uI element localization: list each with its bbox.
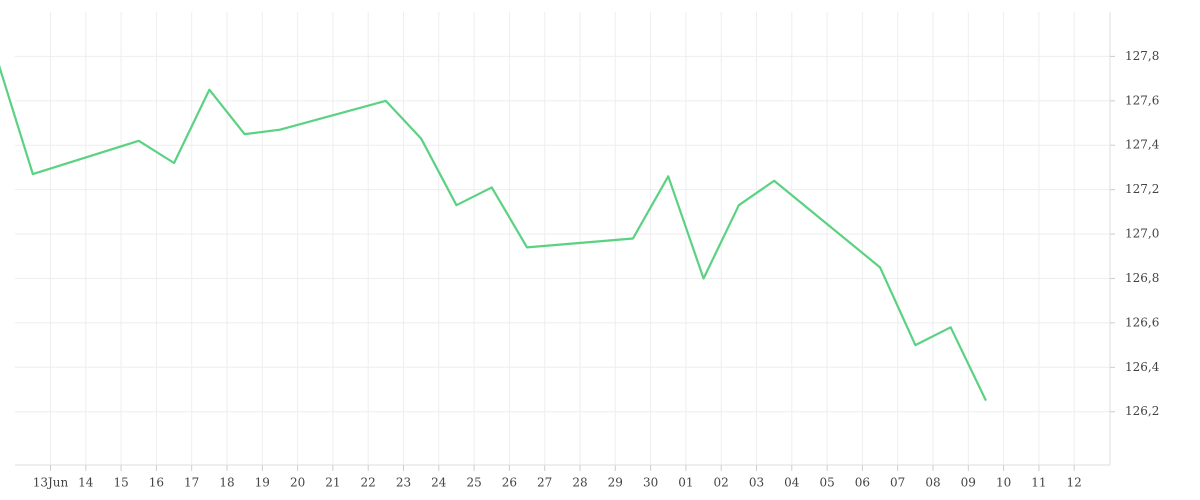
x-tick-label: 16 bbox=[149, 476, 164, 490]
y-tick-label: 126,8 bbox=[1125, 271, 1159, 285]
x-tick-label: 03 bbox=[749, 476, 764, 490]
y-tick-label: 127,4 bbox=[1125, 138, 1160, 152]
line bbox=[0, 65, 987, 402]
x-tick-label: 08 bbox=[925, 476, 940, 490]
x-tick-label: 17 bbox=[184, 476, 199, 490]
x-tick-label: 19 bbox=[255, 476, 270, 490]
x-tick-label: 20 bbox=[290, 476, 305, 490]
x-tick-label: 24 bbox=[431, 476, 447, 490]
x-tick-label: 23 bbox=[396, 476, 411, 490]
x-tick-label: 18 bbox=[219, 476, 234, 490]
x-tick-label: 22 bbox=[361, 476, 376, 490]
x-tick-label: 12 bbox=[1067, 476, 1082, 490]
x-tick-label: 01 bbox=[678, 476, 693, 490]
y-tick-label: 127,6 bbox=[1125, 93, 1159, 107]
x-tick-label: 29 bbox=[608, 476, 623, 490]
x-tick-label: 02 bbox=[714, 476, 729, 490]
x-tick-label: 30 bbox=[643, 476, 658, 490]
x-tick-label: 27 bbox=[537, 476, 552, 490]
x-tick-label: 28 bbox=[572, 476, 587, 490]
x-tick-label: 07 bbox=[890, 476, 905, 490]
y-tick-label: 127,8 bbox=[1125, 49, 1159, 63]
x-tick-label: 14 bbox=[78, 476, 94, 490]
x-tick-label: 15 bbox=[113, 476, 128, 490]
x-tick-label: 06 bbox=[855, 476, 870, 490]
x-tick-label: 10 bbox=[996, 476, 1011, 490]
x-tick-label: 21 bbox=[325, 476, 340, 490]
x-tick-label: 25 bbox=[466, 476, 481, 490]
y-tick-label: 126,2 bbox=[1125, 404, 1159, 418]
y-tick-label: 126,6 bbox=[1125, 315, 1159, 329]
x-tick-label: 26 bbox=[502, 476, 517, 490]
x-tick-label: 11 bbox=[1031, 476, 1046, 490]
y-tick-label: 127,0 bbox=[1125, 227, 1159, 241]
x-tick-label: 04 bbox=[784, 476, 800, 490]
y-tick-label: 127,2 bbox=[1125, 182, 1159, 196]
x-tick-label: 05 bbox=[819, 476, 834, 490]
y-tick-label: 126,4 bbox=[1125, 360, 1160, 374]
x-tick-label: 13Jun bbox=[33, 476, 69, 490]
x-tick-label: 09 bbox=[961, 476, 976, 490]
